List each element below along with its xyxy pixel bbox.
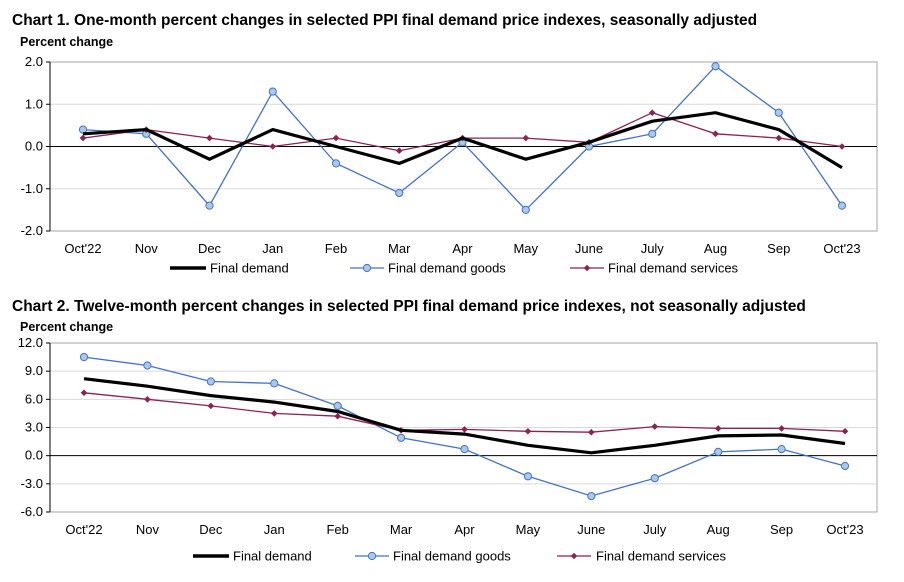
chart2-x-tick-label: Sep xyxy=(770,522,793,537)
chart2-final-demand-goods-point xyxy=(523,472,533,481)
chart2-legend-final-demand-services-label: Final demand services xyxy=(596,549,727,564)
chart2-final-demand-goods-point xyxy=(396,433,406,442)
chart1-final-demand-goods-point xyxy=(205,201,214,210)
chart2-final-demand-services-point xyxy=(714,425,722,432)
chart1-x-tick-label: Mar xyxy=(388,241,411,256)
chart2-final-demand-goods-point xyxy=(460,444,469,454)
chart1-final-demand-goods-point xyxy=(837,201,847,210)
chart1-legend-final-demand-services-marker xyxy=(583,264,591,272)
chart1-final-demand-services-point xyxy=(79,134,87,142)
chart2-final-demand-services-point xyxy=(524,427,532,435)
chart2-x-tick-label: Oct'23 xyxy=(826,522,863,537)
chart2-final-demand-services-point xyxy=(651,423,659,430)
chart2-x-tick-label: Feb xyxy=(326,522,348,537)
chart1-title: Chart 1. One-month percent changes in se… xyxy=(12,12,758,29)
chart1-final-demand-services-point xyxy=(522,134,530,142)
chart2-final-demand-services-point xyxy=(270,410,278,417)
chart1-y-tick-label: 1.0 xyxy=(25,96,43,111)
chart2-x-tick-label: Nov xyxy=(136,522,160,537)
chart1-final-demand-goods-point xyxy=(711,62,720,71)
chart2-final-demand-services-point xyxy=(80,389,88,397)
chart1-x-tick-label: Jan xyxy=(262,241,283,256)
chart2-final-demand-goods-point xyxy=(714,447,723,457)
chart2-final-demand-services-point xyxy=(778,425,785,432)
chart1-x-tick-label: May xyxy=(513,241,538,256)
chart2-final-demand-services-point xyxy=(207,402,215,410)
chart2-final-demand-goods-point xyxy=(206,377,215,386)
chart1-y-tick-label: -2.0 xyxy=(21,223,43,238)
chart1-final-demand-services-point xyxy=(395,147,403,155)
chart2-final-demand-services-point xyxy=(841,427,849,435)
chart2-final-demand-goods-point xyxy=(143,361,152,370)
chart1-series-final-demand-line xyxy=(82,111,843,169)
chart1-legend-final-demand-services-label: Final demand services xyxy=(608,261,739,276)
chart2-final-demand-goods-point xyxy=(79,352,89,362)
chart1-final-demand-services-point xyxy=(838,143,846,150)
chart2-y-tick-label: 9.0 xyxy=(25,363,43,378)
chart2-x-tick-label: Dec xyxy=(199,522,223,537)
chart2-final-demand-goods-point xyxy=(777,444,786,454)
chart2-y-tick-label: -6.0 xyxy=(21,504,43,519)
chart1-final-demand-goods-point xyxy=(331,159,341,168)
chart2-y-tick-label: 6.0 xyxy=(25,391,43,406)
chart1-x-tick-label: Oct'22 xyxy=(64,241,101,256)
chart1-x-tick-label: Nov xyxy=(135,241,159,256)
chart2-x-tick-label: Oct'22 xyxy=(65,522,102,537)
chart2-final-demand-services-point xyxy=(588,428,595,436)
chart2-x-tick-label: Mar xyxy=(390,522,413,537)
chart1-final-demand-services-point xyxy=(269,143,277,150)
chart2-x-tick-label: June xyxy=(577,522,605,537)
chart2-final-demand-goods-point xyxy=(587,491,596,501)
chart2-series-final-demand-line xyxy=(83,377,846,455)
chart1-y-tick-label: 2.0 xyxy=(25,54,43,69)
chart1-x-tick-label: Feb xyxy=(325,241,347,256)
chart2-x-tick-label: July xyxy=(643,522,667,537)
chart1-final-demand-services-point xyxy=(775,134,783,142)
chart2-ylabel: Percent change xyxy=(20,320,114,334)
chart1-final-demand-services-point xyxy=(648,109,656,116)
chart1-x-tick-label: June xyxy=(575,241,603,256)
chart2-final-demand-services-point xyxy=(461,426,468,433)
chart1-final-demand-goods-point xyxy=(395,188,404,198)
chart1-y-tick-label: -1.0 xyxy=(21,181,43,196)
chart1-x-tick-label: Sep xyxy=(767,241,790,256)
chart1-final-demand-goods-point xyxy=(774,108,783,117)
chart2-final-demand-services-point xyxy=(334,412,341,420)
chart1-x-tick-label: Oct'23 xyxy=(823,241,860,256)
chart1-x-tick-label: Aug xyxy=(704,241,727,256)
chart2-legend-final-demand-goods-marker xyxy=(367,551,377,561)
chart1-x-tick-label: Apr xyxy=(452,241,473,256)
chart2-final-demand-goods-point xyxy=(333,401,342,411)
chart2-final-demand-services-point xyxy=(144,396,151,403)
chart2-title: Chart 2. Twelve-month percent changes in… xyxy=(12,298,806,315)
chart2-legend-final-demand-label: Final demand xyxy=(233,549,312,564)
chart1-final-demand-goods-point xyxy=(521,205,530,214)
chart2-x-tick-label: Jan xyxy=(264,522,285,537)
chart2-final-demand-goods-point xyxy=(650,474,659,483)
chart2-final-demand-goods-point xyxy=(270,379,279,388)
chart2-legend-final-demand-services-marker xyxy=(570,552,578,560)
chart2-legend-final-demand-goods-label: Final demand goods xyxy=(393,549,511,564)
chart1-legend-final-demand-goods-marker xyxy=(362,263,372,273)
chart1-final-demand-goods-point xyxy=(648,129,657,138)
chart1-final-demand-services-point xyxy=(712,130,719,138)
chart2-x-tick-label: Aug xyxy=(707,522,730,537)
chart2-y-tick-label: -3.0 xyxy=(21,476,43,491)
chart1-final-demand-services-point xyxy=(332,134,340,142)
chart1-x-tick-label: Dec xyxy=(198,241,222,256)
chart2-final-demand-goods-point xyxy=(840,461,850,471)
chart1-ylabel: Percent change xyxy=(20,35,114,49)
chart1-final-demand-goods-point xyxy=(268,87,277,96)
chart1-final-demand-services-point xyxy=(206,134,213,142)
chart1-x-tick-label: July xyxy=(641,241,665,256)
chart2-y-tick-label: 12.0 xyxy=(18,335,43,350)
chart1-y-tick-label: 0.0 xyxy=(25,139,43,154)
chart2-y-tick-label: 0.0 xyxy=(25,448,43,463)
chart1-legend-final-demand-label: Final demand xyxy=(210,261,289,276)
chart2-x-tick-label: Apr xyxy=(454,522,475,537)
chart2-x-tick-label: May xyxy=(516,522,541,537)
chart1-legend-final-demand-goods-label: Final demand goods xyxy=(388,261,506,276)
chart2-y-tick-label: 3.0 xyxy=(25,420,43,435)
